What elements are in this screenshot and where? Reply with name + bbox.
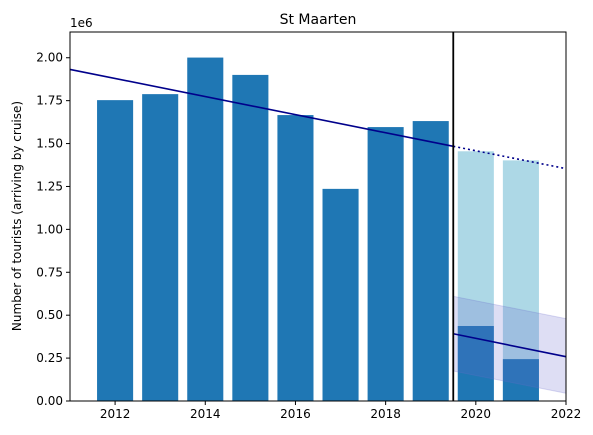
- x-tick-label-2016: 2016: [280, 407, 311, 421]
- axes-layer: 2012 2014 2016 2018 2020 2022 0.00 0.25 0.50 0.75…: [36, 31, 582, 421]
- lines-layer: [69, 32, 567, 401]
- y-tick-label-5: 1.25: [36, 179, 63, 193]
- x-tick-label-2018: 2018: [370, 407, 401, 421]
- y-tick-label-7: 1.75: [36, 94, 63, 108]
- bar-actual-2014: [187, 57, 224, 401]
- trend-line-pre-extension: [453, 145, 567, 170]
- bar-actual-2012: [97, 100, 134, 401]
- y-tick-label-1: 0.25: [36, 351, 63, 365]
- x-tick-label-2020: 2020: [461, 407, 492, 421]
- bar-actual-2018: [367, 127, 404, 402]
- chart-title: St Maarten: [280, 12, 357, 28]
- bar-actual-2016: [277, 115, 314, 402]
- y-axis-offset-label: 1e6: [70, 16, 93, 30]
- y-tick-label-0: 0.00: [36, 394, 63, 408]
- trend-line-pre: [69, 68, 454, 148]
- x-tick-label-2014: 2014: [190, 407, 221, 421]
- bar-actual-2021: [502, 359, 539, 401]
- bar-actual-2017: [322, 188, 359, 401]
- bars-layer: [97, 57, 539, 402]
- x-tick-label-2012: 2012: [100, 407, 131, 421]
- bar-actual-2015: [232, 74, 269, 401]
- bar-actual-2019: [412, 121, 449, 401]
- y-tick-label-6: 1.50: [36, 137, 63, 151]
- x-tick-label-2022: 2022: [551, 407, 582, 421]
- trend-line-post: [453, 332, 567, 358]
- y-tick-label-3: 0.75: [36, 265, 63, 279]
- y-tick-label-2: 0.50: [36, 308, 63, 322]
- y-tick-label-4: 1.00: [36, 222, 63, 236]
- bar-actual-2013: [142, 94, 179, 401]
- y-tick-label-8: 2.00: [36, 51, 63, 65]
- plot-frame: [69, 31, 567, 402]
- y-axis-label: Number of tourists (arriving by cruise): [10, 101, 24, 331]
